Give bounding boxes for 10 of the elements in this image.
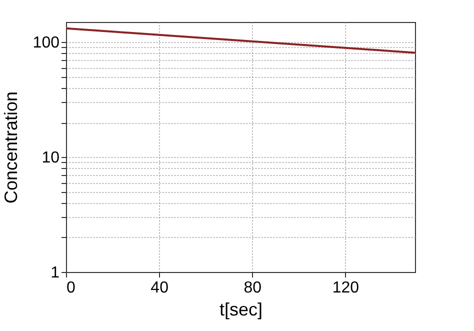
line-series: [66, 27, 415, 54]
x-tick-label: 80: [244, 280, 262, 296]
x-tick-label: 120: [332, 280, 360, 296]
x-axis-title: t[sec]: [219, 300, 263, 320]
y-axis-title: Concentration: [0, 91, 21, 204]
y-tick-label: 100: [32, 34, 60, 52]
y-tick-label: 1: [50, 264, 60, 282]
x-tick-label: 0: [66, 280, 76, 296]
y-tick-label: 10: [42, 150, 60, 167]
x-tick-label: 40: [150, 280, 169, 296]
